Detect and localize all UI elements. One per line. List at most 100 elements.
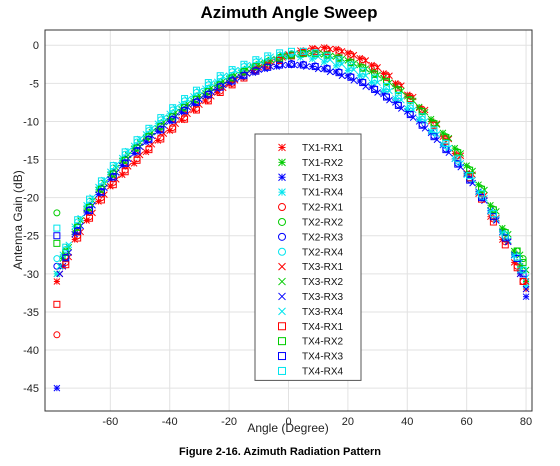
data-point (264, 63, 272, 71)
data-point (382, 93, 390, 101)
data-point (347, 61, 355, 69)
data-point (62, 243, 70, 251)
legend-item: TX3-RX4 (278, 307, 344, 318)
data-point (323, 65, 331, 73)
legend-label: TX2-RX2 (302, 217, 344, 228)
legend-label: TX4-RX1 (302, 322, 344, 333)
data-point (216, 72, 224, 80)
legend-item: TX3-RX3 (278, 292, 344, 303)
data-point (522, 285, 530, 293)
data-point (53, 232, 61, 240)
data-point (181, 95, 189, 103)
data-point (109, 173, 117, 181)
legend-label: TX1-RX2 (302, 158, 344, 169)
legend-marker (278, 173, 286, 182)
data-point (406, 101, 414, 109)
data-point (157, 126, 165, 134)
legend-item: TX1-RX2 (278, 158, 344, 169)
y-tick-label: -35 (23, 307, 39, 319)
data-point (382, 78, 390, 86)
legend-label: TX4-RX4 (302, 366, 344, 377)
data-point (121, 148, 129, 156)
y-tick-label: 0 (33, 40, 39, 52)
data-point (522, 274, 530, 282)
data-point (86, 195, 94, 203)
legend-label: TX2-RX1 (302, 203, 344, 214)
legend-label: TX1-RX4 (302, 188, 344, 199)
data-point (252, 56, 260, 64)
legend-item: TX4-RX1 (278, 322, 344, 333)
legend-marker (278, 232, 286, 241)
x-tick-label: 60 (461, 416, 473, 428)
data-point (287, 60, 295, 68)
legend-label: TX3-RX4 (302, 307, 344, 318)
data-point (418, 108, 426, 116)
legend-item: TX2-RX2 (278, 217, 344, 228)
data-point (478, 190, 486, 198)
legend-marker (278, 262, 286, 271)
y-tick-label: -40 (23, 345, 39, 357)
x-tick-label: 40 (401, 416, 413, 428)
x-tick-label: -40 (162, 416, 178, 428)
legend-label: TX2-RX3 (302, 232, 344, 243)
legend-label: TX4-RX3 (302, 352, 344, 363)
legend-item: TX2-RX1 (278, 203, 344, 214)
y-tick-label: -20 (23, 193, 39, 205)
data-point (335, 69, 343, 77)
data-point (181, 115, 189, 123)
legend-item: TX1-RX3 (278, 173, 344, 184)
data-point (133, 156, 141, 164)
legend-marker (278, 322, 286, 331)
data-point (382, 82, 390, 90)
data-point (181, 107, 189, 115)
data-point (394, 101, 402, 109)
data-point (97, 196, 105, 204)
data-point (62, 261, 70, 269)
x-tick-label: 80 (520, 416, 532, 428)
plot-border (44, 29, 533, 412)
y-axis-label: Antenna Gain (dB) (11, 170, 25, 269)
legend-label: TX4-RX2 (302, 337, 344, 348)
data-point (62, 249, 70, 257)
data-point (240, 68, 248, 76)
data-point (335, 56, 343, 64)
data-point (276, 49, 284, 57)
series-tx4-rx4 (53, 47, 527, 274)
data-point (415, 103, 423, 111)
data-point (406, 111, 414, 119)
data-point (311, 63, 319, 71)
data-point (252, 67, 260, 75)
data-point (323, 52, 331, 60)
data-point (359, 79, 367, 87)
data-point (362, 83, 370, 90)
legend: TX1-RX1 TX1-RX2 TX1-RX3 TX1-RX4 TX2-RX1 TX2-R… (254, 133, 362, 381)
data-point (371, 74, 379, 82)
y-tick-label: -25 (23, 231, 39, 243)
data-point (74, 234, 82, 242)
data-point (519, 277, 527, 285)
data-point (299, 61, 307, 69)
data-point (109, 162, 117, 170)
data-point (53, 384, 61, 392)
data-point (53, 239, 61, 247)
data-point (276, 54, 284, 62)
data-point (157, 114, 165, 122)
legend-item: TX4-RX2 (278, 337, 344, 348)
data-point (335, 49, 343, 57)
data-point (371, 65, 379, 73)
legend-marker (278, 337, 286, 346)
data-point (169, 125, 177, 133)
data-point (430, 126, 438, 134)
legend-label: TX3-RX1 (302, 262, 344, 273)
legend-label: TX1-RX3 (302, 173, 344, 184)
data-point (53, 255, 61, 263)
data-point (228, 81, 236, 89)
data-point (311, 49, 319, 57)
data-point (74, 227, 82, 235)
data-point (489, 206, 497, 214)
data-point (406, 96, 414, 104)
data-point (53, 331, 61, 339)
chart-title: Azimuth Angle Sweep (201, 3, 378, 22)
data-point (501, 241, 509, 249)
